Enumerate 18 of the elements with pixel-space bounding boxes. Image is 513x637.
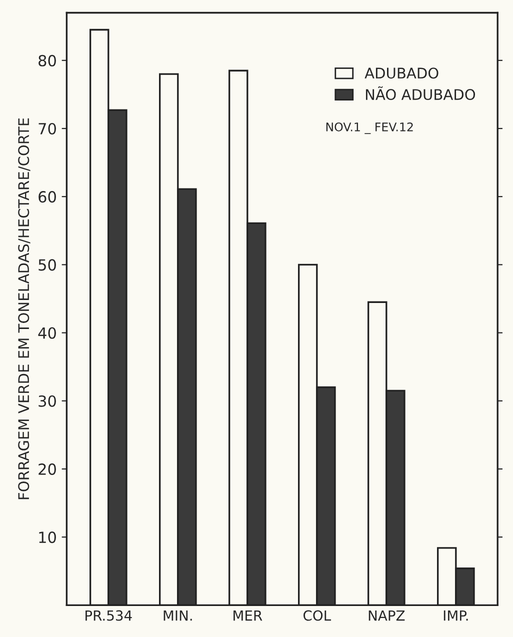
legend-label: NÃO ADUBADO	[366, 86, 476, 100]
legend-label: ADUBADO	[364, 68, 438, 79]
x-tick-label: IMP.	[444, 610, 468, 621]
x-tick-label: PR.534	[86, 610, 132, 621]
x-tick-label: MER	[234, 610, 262, 621]
y-tick-label: 80	[38, 54, 56, 66]
y-tick-label: 40	[38, 327, 56, 339]
y-tick-label: 50	[38, 259, 56, 271]
annotation: NOV.1 _ FEV.12	[326, 122, 413, 134]
y-tick-label: 70	[38, 122, 56, 135]
y-tick-label: 30	[38, 395, 56, 407]
x-tick-label: NAPZ	[368, 610, 405, 621]
y-axis-title: FORRAGEM VERDE EM TONELADAS/HECTARE/CORTE	[18, 118, 30, 500]
x-tick-label: COL	[303, 610, 332, 621]
y-tick-label: 20	[38, 463, 56, 475]
y-tick-label: 10	[39, 532, 56, 544]
y-tick-label: 60	[38, 191, 56, 203]
x-tick-label: MIN.	[164, 610, 192, 621]
